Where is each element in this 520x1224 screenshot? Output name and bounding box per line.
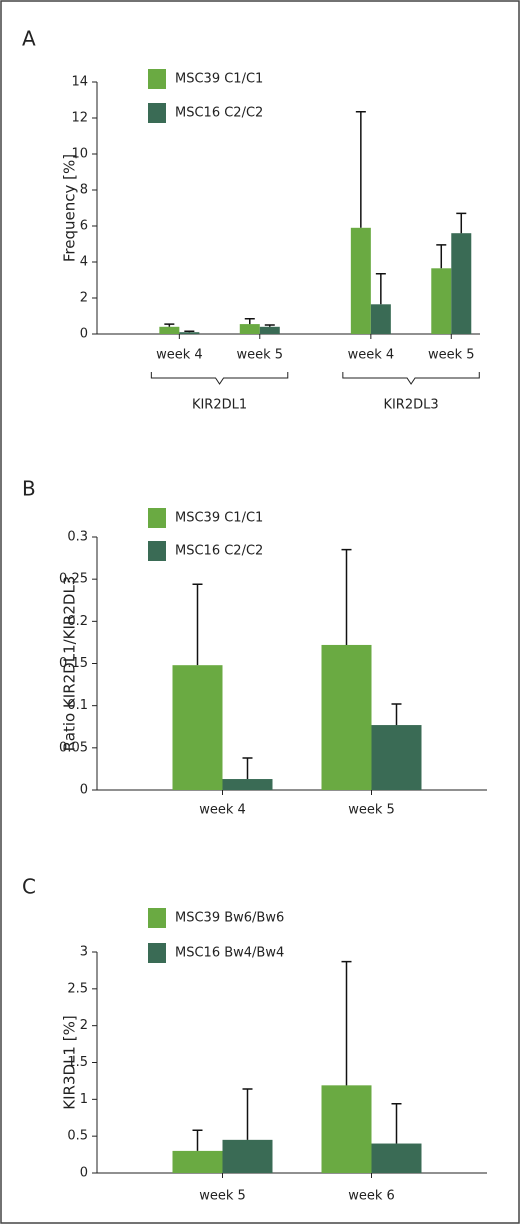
group-brace (342, 372, 480, 385)
group-label: KIR2DL3 (383, 398, 438, 413)
y-tick-label: 6 (80, 219, 88, 234)
bar (370, 304, 391, 334)
x-tick-label: week 4 (156, 348, 203, 363)
bar (321, 1085, 372, 1173)
bar (451, 233, 472, 334)
error-bar (391, 1103, 402, 1144)
legend-swatch (148, 908, 166, 928)
bar (179, 332, 200, 334)
error-bar (242, 1088, 253, 1140)
bar (350, 227, 371, 334)
panel-label: C (22, 875, 36, 899)
y-tick-label: 0.5 (67, 1129, 88, 1144)
error-bar (341, 548, 352, 645)
legend-label: MSC16 Bw4/Bw4 (175, 946, 284, 961)
bar (371, 725, 422, 790)
error-bar (192, 1129, 203, 1151)
bar (222, 779, 273, 790)
panel-label: B (22, 477, 36, 501)
bar (259, 326, 280, 334)
y-axis-label: KIR3DL1 [%] (61, 1015, 79, 1109)
y-tick-label: 2.5 (67, 981, 88, 996)
error-bar (242, 757, 253, 780)
bar (159, 326, 180, 334)
x-tick-label: week 4 (348, 348, 395, 363)
y-tick-label: 1.5 (67, 1055, 88, 1070)
bar (239, 324, 260, 334)
legend-swatch (148, 541, 166, 561)
y-axis-label: Frequency [%] (61, 154, 79, 262)
bar (222, 1139, 273, 1173)
error-bar (184, 330, 195, 333)
legend-label: MSC16 C2/C2 (175, 544, 263, 559)
legend-label: MSC39 C1/C1 (175, 72, 263, 87)
error-bar (355, 110, 366, 228)
y-tick-label: 0 (80, 783, 88, 798)
y-tick-label: 0.15 (59, 656, 88, 671)
error-bar (264, 324, 275, 327)
bar (321, 644, 372, 790)
legend-label: MSC16 C2/C2 (175, 106, 263, 121)
bar (172, 665, 223, 790)
group-label: KIR2DL1 (192, 398, 247, 413)
bar (431, 268, 452, 334)
error-bar (391, 703, 402, 726)
x-tick-label: week 5 (236, 348, 283, 363)
error-bar (341, 960, 352, 1086)
x-tick-label: week 6 (348, 1189, 395, 1204)
y-tick-label: 2 (80, 291, 88, 306)
y-tick-label: 0.3 (67, 530, 88, 545)
y-tick-label: 12 (71, 111, 88, 126)
y-tick-label: 1 (80, 1092, 88, 1107)
y-tick-label: 14 (71, 75, 88, 90)
legend-swatch (148, 103, 166, 123)
legend-swatch (148, 943, 166, 963)
bar (172, 1150, 223, 1173)
y-tick-label: 3 (80, 945, 88, 960)
bar (371, 1143, 422, 1173)
y-tick-label: 0.1 (67, 698, 88, 713)
legend-swatch (148, 69, 166, 89)
y-tick-label: 0.05 (59, 740, 88, 755)
x-tick-label: week 5 (348, 803, 395, 818)
y-axis-label: Ratio KIR2DL1/KIR2DL3 (61, 576, 79, 752)
x-tick-label: week 5 (199, 1189, 246, 1204)
y-tick-label: 8 (80, 183, 88, 198)
panel-label: A (22, 27, 36, 51)
error-bar (164, 323, 175, 327)
legend-label: MSC39 C1/C1 (175, 511, 263, 526)
y-tick-label: 10 (71, 147, 88, 162)
group-brace (150, 372, 289, 385)
y-tick-label: 0 (80, 1166, 88, 1181)
legend-label: MSC39 Bw6/Bw6 (175, 911, 284, 926)
x-tick-label: week 5 (428, 348, 475, 363)
error-bar (244, 317, 255, 325)
y-tick-label: 2 (80, 1018, 88, 1033)
x-tick-label: week 4 (199, 803, 246, 818)
legend-swatch (148, 508, 166, 528)
y-tick-label: 4 (80, 255, 88, 270)
y-tick-label: 0.25 (59, 572, 88, 587)
error-bar (456, 212, 467, 234)
y-tick-label: 0 (80, 327, 88, 342)
error-bar (436, 244, 447, 269)
error-bar (375, 272, 386, 305)
y-tick-label: 0.2 (67, 614, 88, 629)
error-bar (192, 583, 203, 666)
